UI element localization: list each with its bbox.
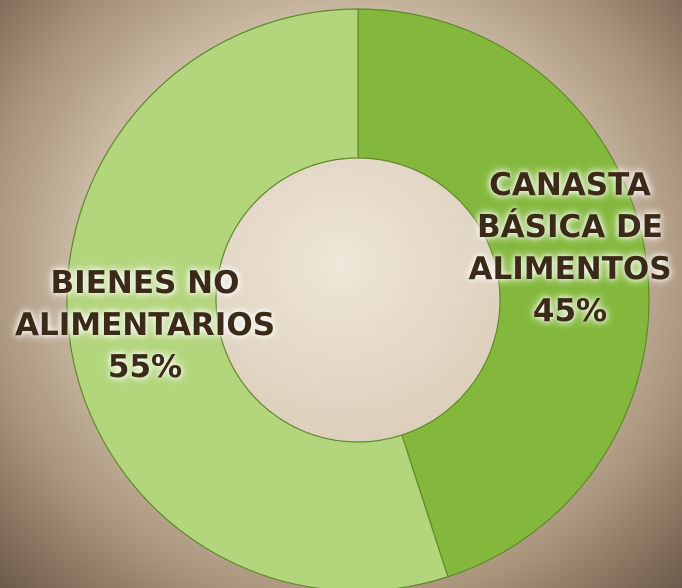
slice-label: CANASTA BÁSICA DE ALIMENTOS 45%	[450, 164, 682, 332]
slice-label: BIENES NO ALIMENTARIOS 55%	[5, 262, 285, 388]
donut-slice	[357, 8, 650, 578]
value-label: 45%	[532, 293, 608, 329]
value-label: 55%	[107, 349, 183, 385]
category-label: CANASTA BÁSICA DE ALIMENTOS	[468, 167, 672, 287]
donut-slice	[66, 8, 449, 588]
category-label: BIENES NO ALIMENTARIOS	[14, 265, 276, 343]
